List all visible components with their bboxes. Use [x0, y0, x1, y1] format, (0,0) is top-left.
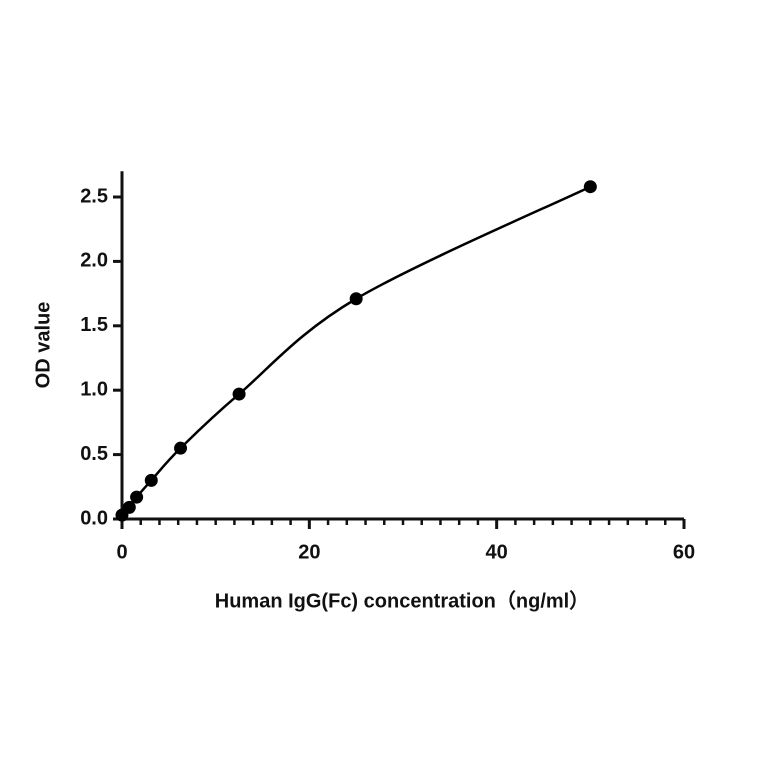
y-tick-label: 0.0: [80, 507, 108, 529]
y-axis-label: OD value: [32, 302, 54, 389]
data-point: [583, 180, 597, 194]
data-point: [232, 387, 246, 401]
y-tick-label: 2.0: [80, 250, 108, 272]
data-point: [174, 441, 188, 455]
y-tick-label: 1.0: [80, 378, 108, 400]
y-tick-label: 0.5: [80, 443, 108, 465]
data-point: [349, 292, 363, 306]
data-point: [130, 490, 144, 504]
x-tick-label: 20: [298, 541, 320, 563]
data-point: [144, 473, 158, 487]
x-tick-label: 40: [486, 541, 508, 563]
x-axis-label: Human IgG(Fc) concentration（ng/ml）: [215, 589, 589, 612]
data-point: [122, 500, 136, 514]
y-tick-label: 1.5: [80, 314, 108, 336]
x-tick-label: 0: [116, 541, 127, 563]
y-tick-label: 2.5: [80, 185, 108, 207]
fit-curve: [121, 185, 591, 517]
x-tick-label: 60: [673, 541, 695, 563]
